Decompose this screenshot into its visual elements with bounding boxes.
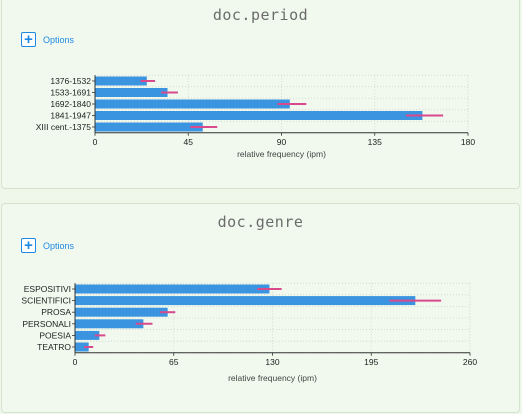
chart-panel-genre: doc.genre + Options ESPOSITIVI SCIENTIFIC… <box>1 203 520 413</box>
bar <box>75 319 144 329</box>
bar <box>75 307 168 317</box>
options-label: Options <box>43 240 75 251</box>
chart-title: doc.genre <box>217 213 304 231</box>
y-tick-label: SCIENTIFICI <box>21 296 71 306</box>
y-tick-label: 1841-1947 <box>50 111 91 121</box>
x-tick-label: 130 <box>265 357 279 367</box>
options-button[interactable]: + Options <box>21 238 74 253</box>
y-tick-label: 1692-1840 <box>50 99 91 109</box>
x-tick-label: 180 <box>461 137 475 147</box>
bar <box>95 88 168 97</box>
chart-panel-period: doc.period + Options 1376-1532 1533-1691 1… <box>1 0 520 189</box>
bar <box>75 284 270 294</box>
x-tick-label: 0 <box>73 357 78 367</box>
x-tick-label: 260 <box>463 357 477 367</box>
y-tick-label: PERSONALI <box>22 319 71 329</box>
x-tick-label: 195 <box>364 357 378 367</box>
y-tick-label: TEATRO <box>37 342 71 352</box>
chart-title: doc.period <box>212 6 309 24</box>
y-tick-label: 1376-1532 <box>50 76 91 86</box>
x-tick-label: 90 <box>277 137 287 147</box>
bar <box>75 330 100 340</box>
bar <box>95 111 423 120</box>
y-tick-label: PROSA <box>41 307 71 317</box>
options-button[interactable]: + Options <box>21 32 74 47</box>
bar <box>75 296 416 306</box>
bar <box>95 76 147 86</box>
x-tick-label: 0 <box>93 137 98 147</box>
bar <box>75 342 89 352</box>
bar <box>95 99 290 109</box>
x-axis-label: relative frequency (ipm) <box>228 373 317 383</box>
x-tick-label: 45 <box>184 137 194 147</box>
y-tick-label: POESIA <box>39 330 71 340</box>
plus-icon: + <box>21 238 36 253</box>
bar <box>95 122 203 132</box>
y-tick-label: ESPOSITIVI <box>24 284 71 294</box>
y-tick-label: XIII cent.-1375 <box>36 122 92 132</box>
y-tick-label: 1533-1691 <box>50 88 91 98</box>
plus-icon: + <box>21 32 36 47</box>
x-tick-label: 135 <box>368 137 382 147</box>
options-label: Options <box>43 34 75 45</box>
x-axis-label: relative frequency (ipm) <box>237 149 326 159</box>
x-tick-label: 65 <box>169 357 179 367</box>
